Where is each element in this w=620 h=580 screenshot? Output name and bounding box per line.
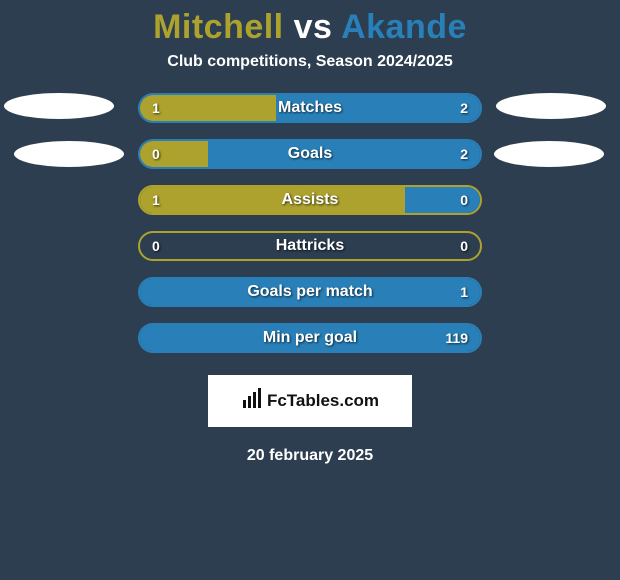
title-player-left: Mitchell (153, 8, 284, 46)
bar-value-right: 0 (460, 233, 468, 259)
chart-area: Matches12 Goals02 Assists10 Hattricks0 0 Goal… (0, 93, 620, 369)
bar-value-left: 0 (152, 233, 160, 259)
bar-fill-left (140, 95, 276, 121)
logo-text: FcTables.com (267, 391, 379, 411)
bar-label: Hattricks (140, 233, 480, 259)
bar-fill-left (140, 141, 208, 167)
bar-row: Goals per match1 (138, 277, 482, 307)
bar-fill-right (405, 187, 480, 213)
bar-fill-right (276, 95, 480, 121)
title-player-right: Akande (341, 8, 467, 46)
team-badge-placeholder (496, 93, 606, 119)
team-badge-placeholder (4, 93, 114, 119)
bar-fill-right (140, 279, 480, 305)
chart-icon (241, 388, 263, 415)
bar-fill-left (140, 187, 405, 213)
bar-fill-right (140, 325, 480, 351)
bar-row: Goals02 (138, 139, 482, 169)
bar-row: Assists10 (138, 185, 482, 215)
team-badge-placeholder (494, 141, 604, 167)
comparison-infographic: Mitchell vs Akande Club competitions, Se… (0, 0, 620, 465)
bar-chart: Matches12 Goals02 Assists10 Hattricks0 0 Goal… (138, 93, 482, 369)
date-text: 20 february 2025 (0, 447, 620, 465)
bar-row: Min per goal119 (138, 323, 482, 353)
logo-box: FcTables.com (208, 375, 412, 427)
bar-fill-right (208, 141, 480, 167)
bar-row: Matches12 (138, 93, 482, 123)
page-title: Mitchell vs Akande (0, 8, 620, 47)
bar-row: Hattricks0 0 (138, 231, 482, 261)
subtitle: Club competitions, Season 2024/2025 (0, 53, 620, 71)
team-badge-placeholder (14, 141, 124, 167)
title-vs: vs (284, 8, 341, 46)
